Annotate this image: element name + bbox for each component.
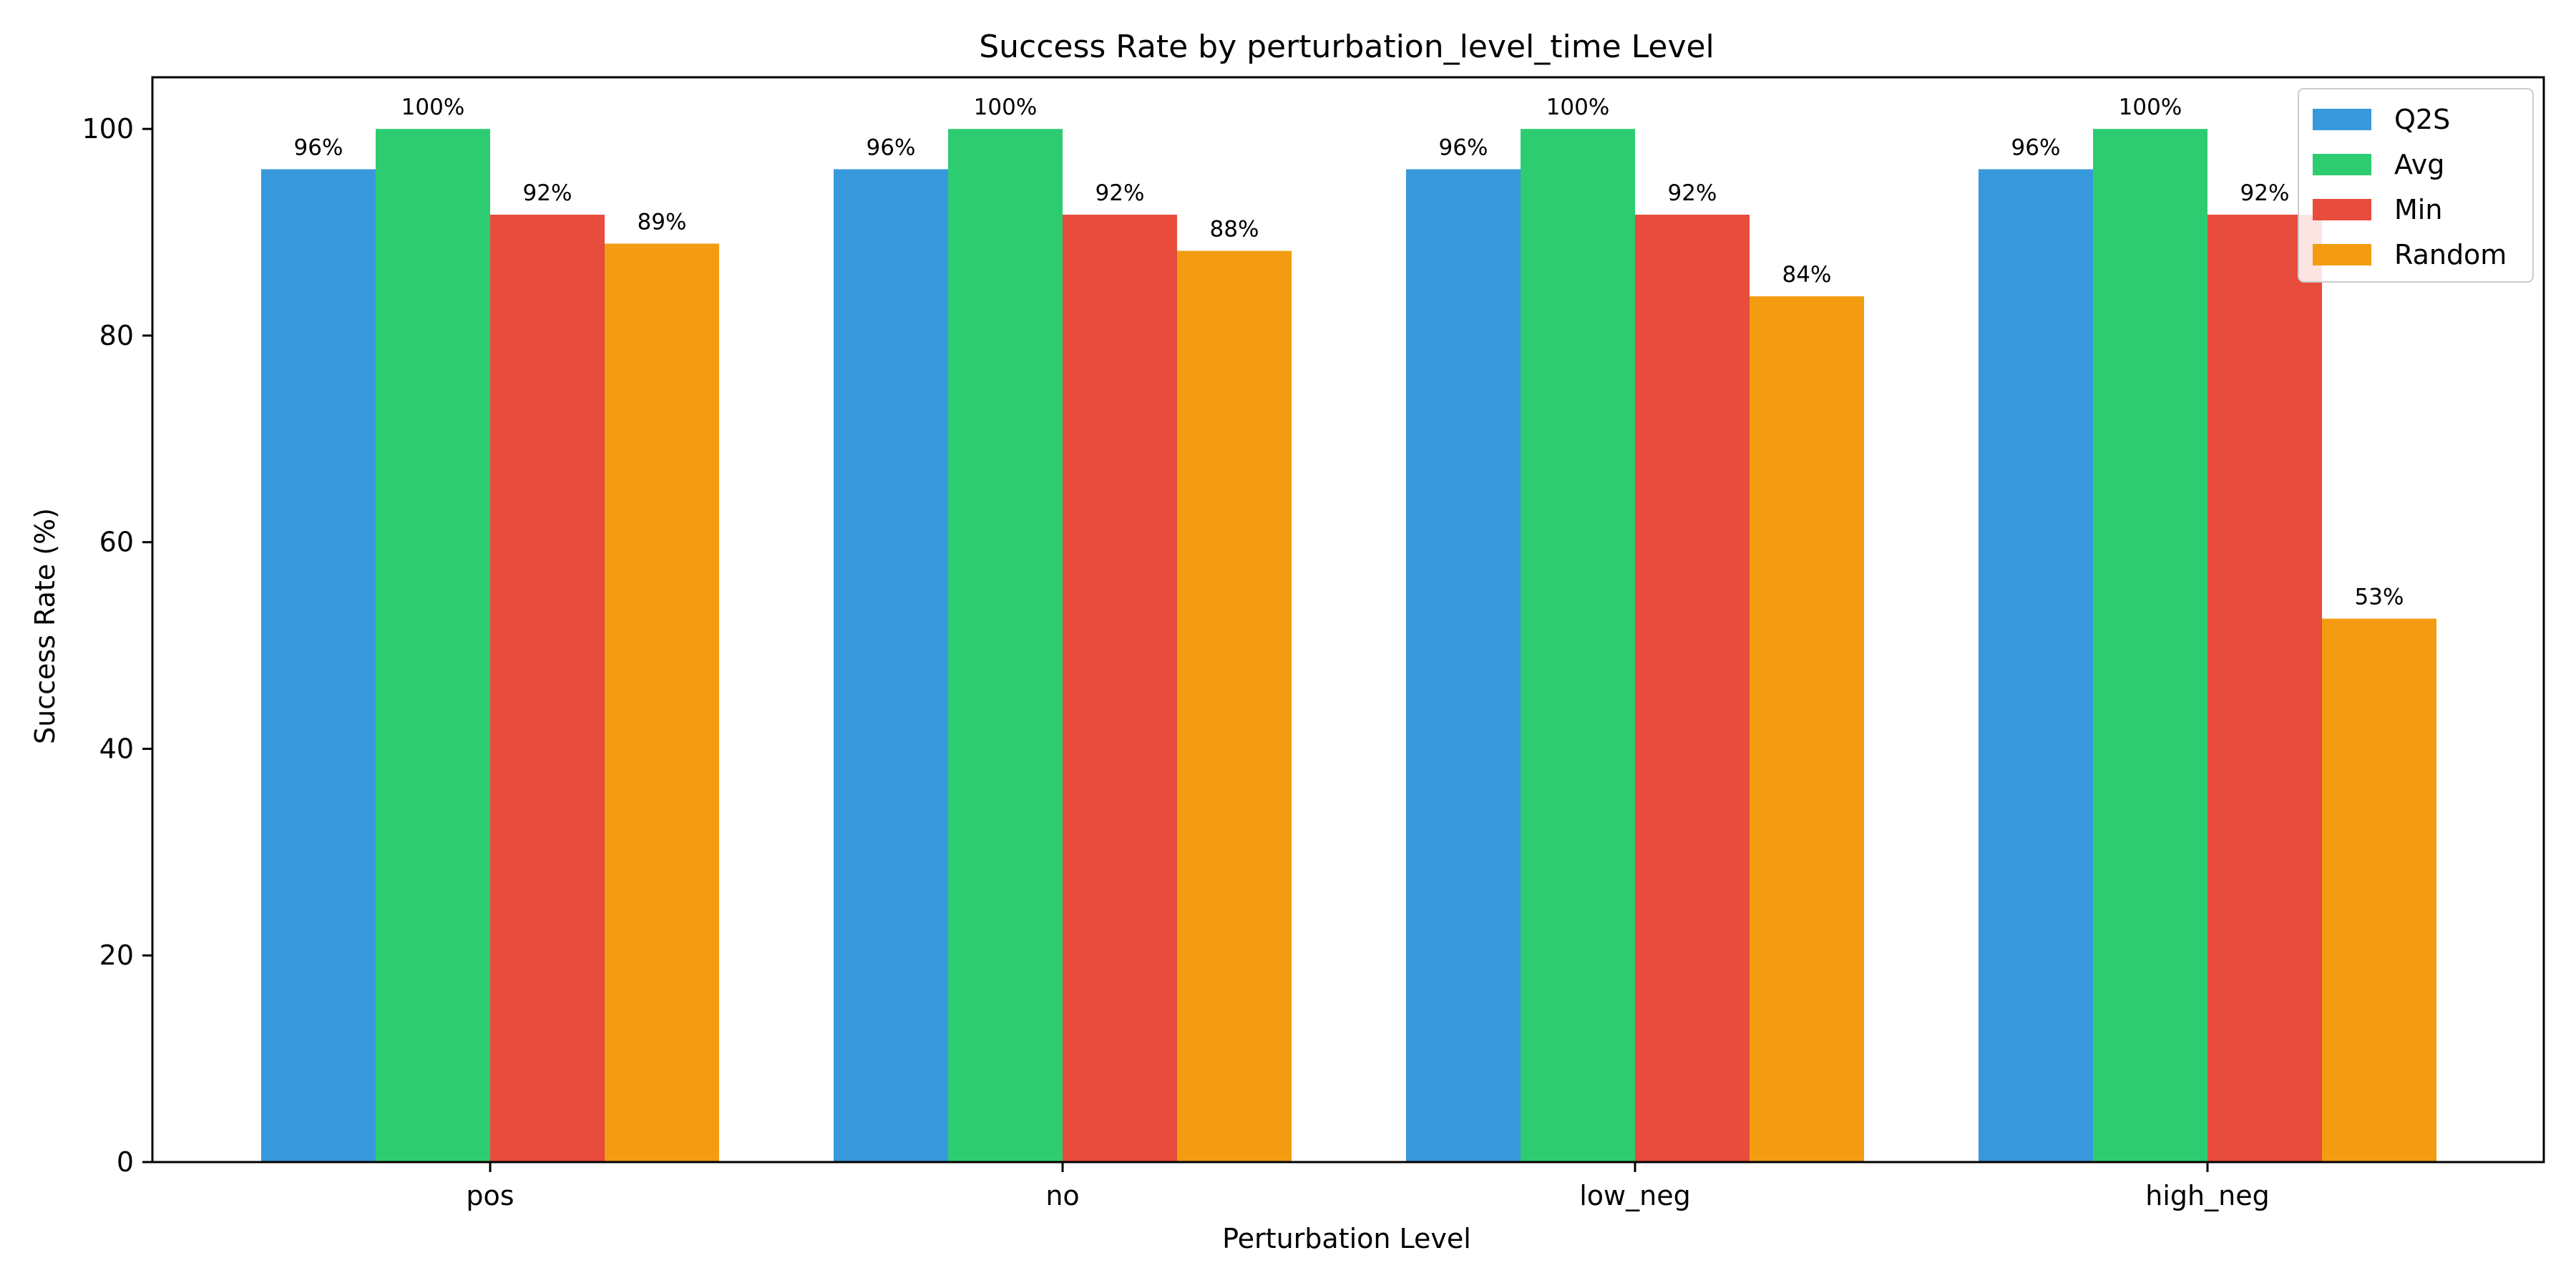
legend-label-random: Random xyxy=(2394,239,2507,270)
y-tick-label: 0 xyxy=(117,1146,134,1178)
bar-value-label: 100% xyxy=(974,94,1038,120)
bar-q2s-high_neg xyxy=(1979,169,2093,1163)
bar-min-pos xyxy=(490,215,605,1163)
bar-value-label: 53% xyxy=(2355,585,2404,610)
legend-label-q2s: Q2S xyxy=(2394,104,2450,135)
bar-avg-low_neg xyxy=(1521,129,1635,1163)
y-axis: 0 20 40 60 80 100 xyxy=(82,113,152,1178)
bar-value-label: 100% xyxy=(401,94,465,120)
legend: Q2S Avg Min Random xyxy=(2298,88,2534,283)
legend-label-min: Min xyxy=(2394,194,2442,225)
bar-min-low_neg xyxy=(1635,215,1750,1163)
x-tick-label: high_neg xyxy=(2145,1180,2269,1211)
chart-title: Success Rate by perturbation_level_time … xyxy=(979,29,1714,65)
bars-group xyxy=(261,129,2436,1163)
bar-q2s-low_neg xyxy=(1406,169,1521,1163)
y-tick-label: 40 xyxy=(99,733,134,764)
bar-value-label: 96% xyxy=(867,135,916,160)
bar-avg-high_neg xyxy=(2093,129,2207,1163)
bar-value-label: 92% xyxy=(1096,180,1145,206)
y-tick-label: 60 xyxy=(99,527,134,558)
bar-value-label: 88% xyxy=(1210,217,1259,243)
legend-box xyxy=(2298,88,2534,283)
legend-swatch-random xyxy=(2313,244,2371,265)
bar-random-no xyxy=(1177,250,1292,1162)
legend-swatch-avg xyxy=(2313,154,2371,175)
bar-value-label: 96% xyxy=(2011,135,2061,160)
bar-labels-group: 96% 96% 96% 96% 100% 100% 100% 100% 92% 92% 92% 92%… xyxy=(294,94,2404,610)
bar-random-pos xyxy=(605,243,719,1162)
bar-value-label: 96% xyxy=(294,135,343,160)
y-tick-label: 80 xyxy=(99,320,134,351)
bar-avg-no xyxy=(948,129,1063,1163)
bar-value-label: 100% xyxy=(2119,94,2182,120)
bar-q2s-no xyxy=(834,169,948,1163)
y-tick-label: 20 xyxy=(99,940,134,971)
y-tick-label: 100 xyxy=(82,113,134,145)
y-axis-label: Success Rate (%) xyxy=(29,508,61,744)
legend-label-avg: Avg xyxy=(2394,149,2444,180)
x-axis-label: Perturbation Level xyxy=(1222,1223,1471,1254)
legend-swatch-q2s xyxy=(2313,109,2371,130)
bar-value-label: 92% xyxy=(523,180,572,206)
x-tick-label: low_neg xyxy=(1579,1180,1690,1211)
x-axis: pos no low_neg high_neg xyxy=(466,1162,2270,1211)
bar-random-low_neg xyxy=(1750,296,1864,1162)
bar-random-high_neg xyxy=(2322,618,2436,1162)
bar-value-label: 96% xyxy=(1439,135,1488,160)
bar-value-label: 84% xyxy=(1782,262,1832,288)
bar-min-high_neg xyxy=(2207,215,2322,1163)
bar-value-label: 92% xyxy=(1668,180,1717,206)
x-tick-label: pos xyxy=(466,1180,514,1211)
plot-frame xyxy=(151,76,2545,1163)
bar-q2s-pos xyxy=(261,169,376,1163)
bar-value-label: 92% xyxy=(2240,180,2290,206)
bar-min-no xyxy=(1063,215,1177,1163)
bar-value-label: 100% xyxy=(1546,94,1610,120)
x-tick-label: no xyxy=(1045,1180,1079,1211)
bar-avg-pos xyxy=(376,129,490,1163)
bar-value-label: 89% xyxy=(638,209,687,235)
legend-swatch-min xyxy=(2313,199,2371,220)
